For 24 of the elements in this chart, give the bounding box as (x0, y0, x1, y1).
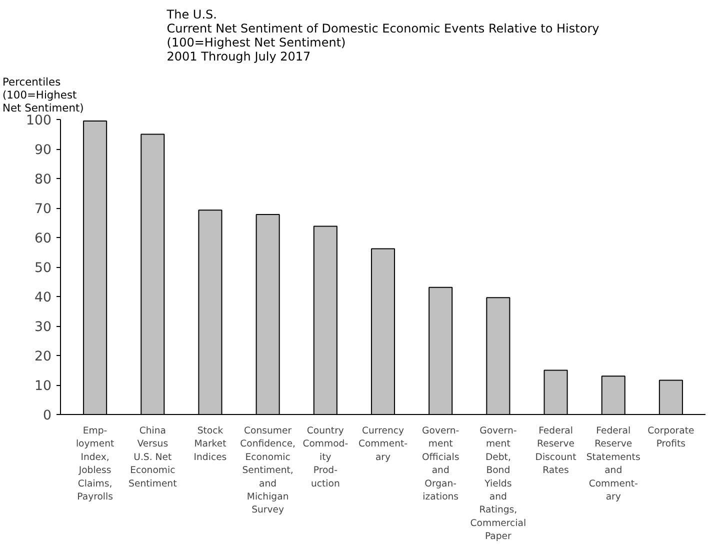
x-tick-label: Federal Reserve Discount Rates (535, 426, 577, 476)
y-tick-label: 60 (34, 232, 52, 246)
y-tick-label: 30 (34, 320, 52, 335)
y-tick-label: 10 (34, 379, 52, 394)
y-axis-title: Percentiles (100=Highest Net Sentiment) (2, 76, 84, 114)
y-tick-label: 50 (34, 261, 52, 276)
x-tick-label: Corporate Profits (648, 426, 695, 450)
x-tick-label: Consumer Confidence, Economic Sentiment, and Michigan Survey (240, 426, 296, 516)
x-tick-label: Emp- loyment Index, Jobless Claims, Payrolls (76, 426, 115, 502)
x-tick-label: Federal Reserve Statements and Comment- ary (586, 426, 640, 502)
chart-title: The U.S. Current Net Sentiment of Domestic Economic Events Relative to History (100=Highest Net Sentiment) 2001 Through July 2017 (166, 8, 600, 64)
y-tick-label: 100 (26, 114, 52, 128)
x-tick-label: Currency Comment- ary (358, 426, 408, 463)
y-tick-label: 40 (34, 290, 52, 306)
x-tick-label: Govern- ment Officials and Organ- izations (422, 426, 460, 502)
x-tick-label: Country Commod- ity Prod- uction (302, 426, 348, 490)
y-tick-label: 20 (34, 350, 52, 364)
x-tick-label: Stock Market Indices (194, 426, 227, 463)
y-tick-label: 70 (34, 202, 52, 217)
y-tick-label: 90 (34, 143, 52, 158)
category-label: Govern- ment Debt, Bond Yields and Ratings, Commercial Paper (470, 426, 526, 542)
x-tick-label: China Versus U.S. Net Economic Sentiment (128, 426, 178, 490)
y-tick-label: 80 (34, 172, 52, 188)
y-tick-label: 0 (43, 408, 52, 424)
